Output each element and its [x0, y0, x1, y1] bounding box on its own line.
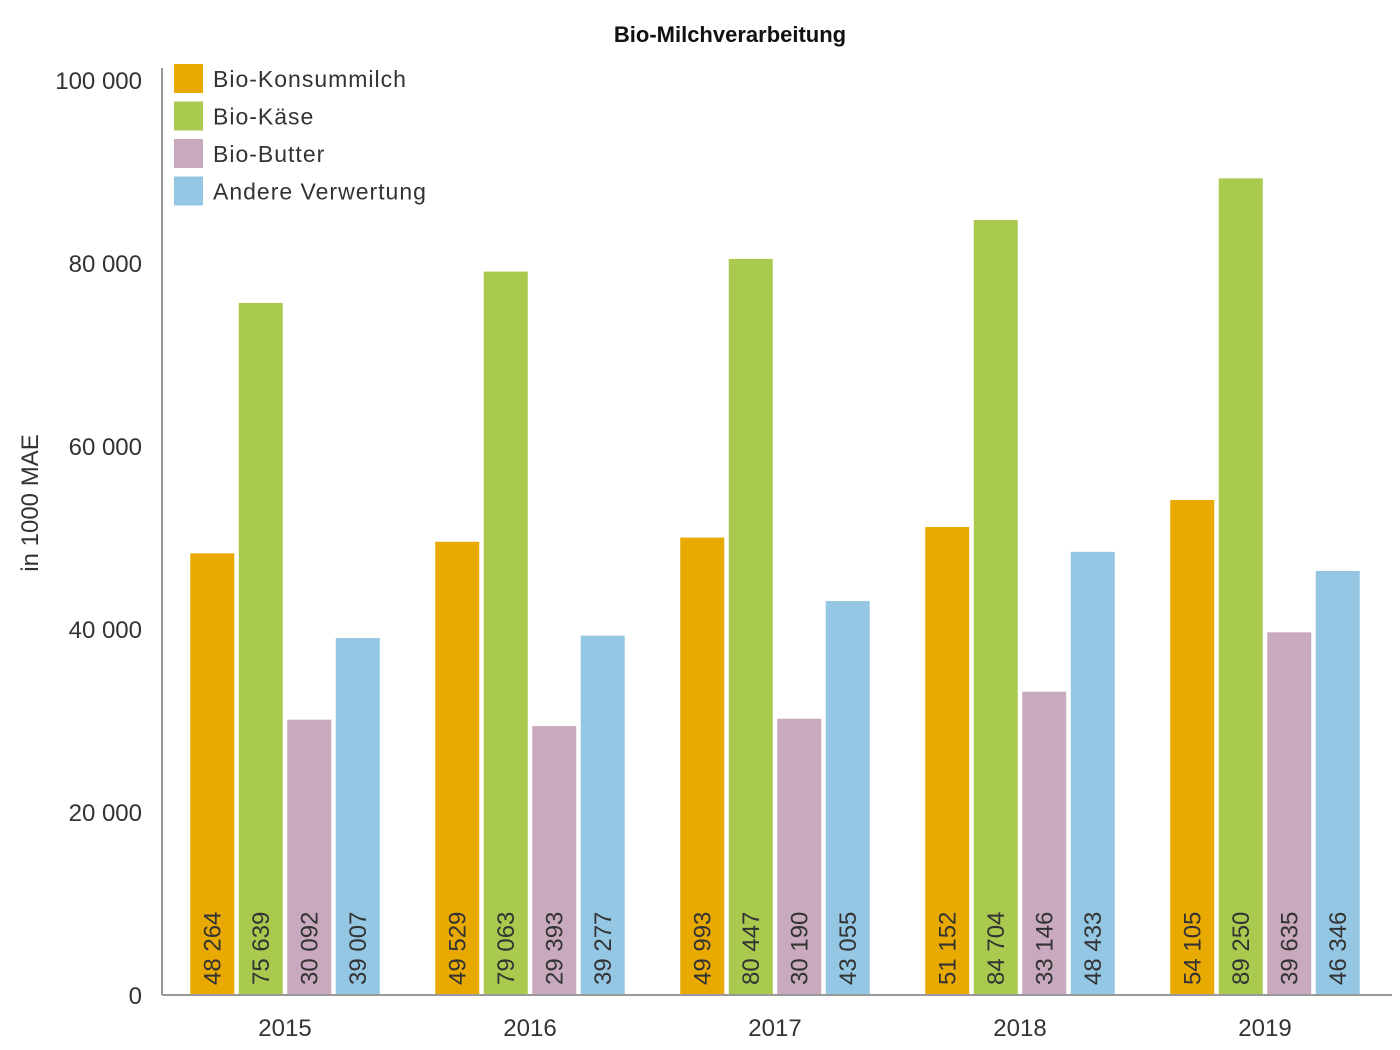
data-label: 48 264 — [199, 912, 226, 985]
data-label: 80 447 — [738, 912, 765, 985]
chart-title: Bio-Milchverarbeitung — [614, 22, 846, 47]
data-label: 33 146 — [1031, 912, 1058, 985]
data-label: 75 639 — [248, 912, 275, 985]
data-label: 48 433 — [1080, 912, 1107, 985]
y-axis-label: in 1000 MAE — [17, 434, 44, 571]
legend-swatch — [174, 139, 203, 168]
bar — [580, 635, 625, 995]
legend-label: Bio-Butter — [213, 141, 325, 167]
bar — [287, 719, 332, 995]
x-tick-label: 2018 — [993, 1015, 1046, 1042]
legend-label: Bio-Konsummilch — [213, 66, 407, 92]
bar — [1267, 632, 1312, 995]
bar — [190, 553, 235, 995]
legend-swatch — [174, 101, 203, 131]
data-label: 30 092 — [296, 912, 323, 985]
data-label: 39 635 — [1276, 912, 1303, 985]
bar — [335, 638, 380, 995]
bar — [777, 718, 822, 995]
data-label: 39 007 — [345, 912, 372, 985]
bar — [1170, 499, 1215, 995]
data-label: 49 529 — [444, 912, 471, 985]
y-tick-label: 0 — [129, 983, 142, 1010]
data-label: 51 152 — [934, 912, 961, 985]
y-tick-label: 60 000 — [69, 434, 142, 461]
y-tick-label: 40 000 — [69, 617, 142, 644]
bar — [825, 601, 870, 995]
data-label: 29 393 — [541, 912, 568, 985]
bar — [1070, 551, 1115, 995]
data-label: 39 277 — [590, 912, 617, 985]
bar — [1022, 691, 1067, 995]
y-tick-label: 20 000 — [69, 800, 142, 827]
legend-label: Bio-Käse — [213, 104, 314, 130]
x-tick-label: 2017 — [748, 1015, 801, 1042]
bar — [1218, 178, 1263, 996]
legend-swatch — [174, 64, 203, 93]
data-label: 89 250 — [1228, 912, 1255, 985]
x-tick-label: 2015 — [258, 1015, 311, 1042]
data-label: 49 993 — [689, 912, 716, 985]
legend-swatch — [174, 176, 203, 206]
x-tick-label: 2016 — [503, 1015, 556, 1042]
bar — [435, 541, 480, 995]
bar — [238, 302, 283, 995]
bar — [483, 271, 528, 995]
bar — [925, 526, 970, 995]
bar — [680, 537, 725, 995]
bar — [973, 219, 1018, 996]
data-label: 30 190 — [786, 912, 813, 985]
y-tick-label: 100 000 — [55, 68, 142, 95]
legend-label: Andere Verwertung — [213, 179, 427, 205]
x-tick-label: 2019 — [1238, 1015, 1291, 1042]
bar — [532, 726, 577, 995]
bar — [728, 258, 773, 996]
y-tick-label: 80 000 — [69, 251, 142, 278]
bar — [1315, 570, 1360, 995]
data-label: 43 055 — [835, 912, 862, 985]
data-label: 84 704 — [983, 912, 1010, 985]
data-label: 54 105 — [1179, 912, 1206, 985]
data-label: 46 346 — [1325, 912, 1352, 985]
data-label: 79 063 — [493, 912, 520, 985]
